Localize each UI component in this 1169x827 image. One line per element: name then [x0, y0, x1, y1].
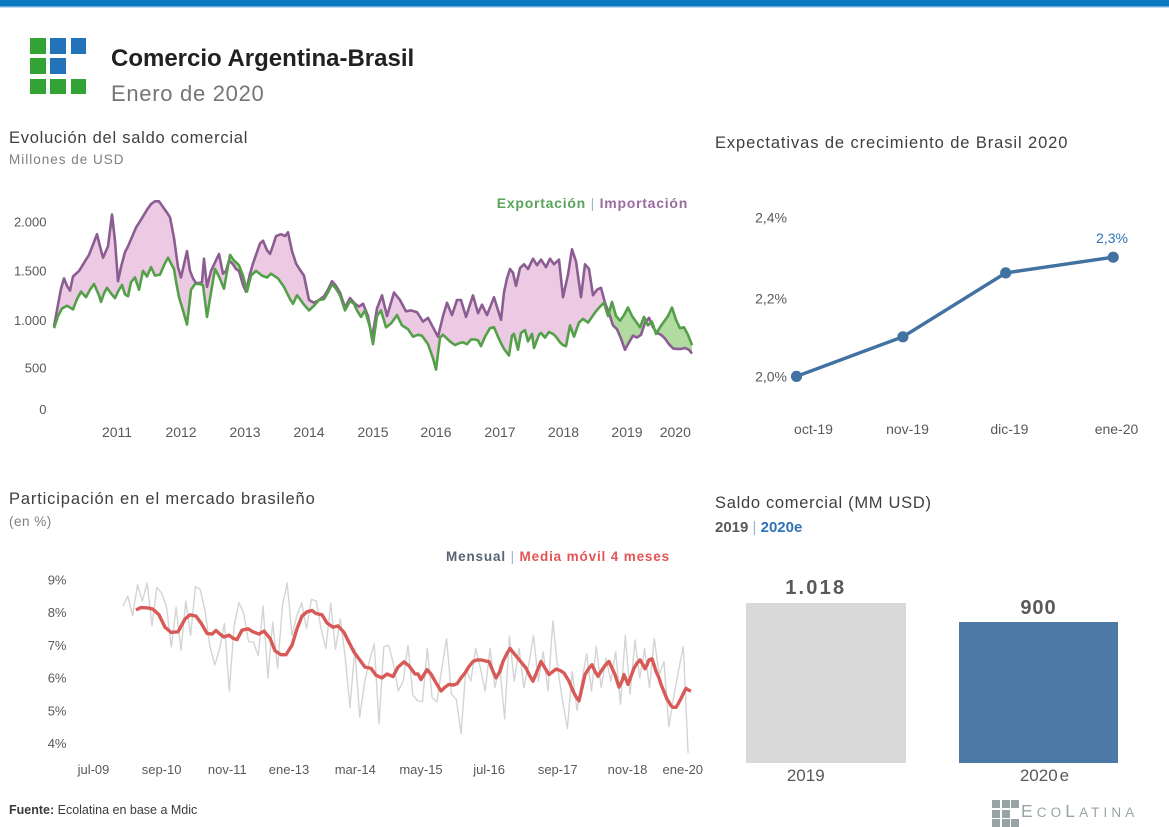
svg-text:mar-14: mar-14	[335, 762, 376, 777]
svg-text:2.000: 2.000	[14, 215, 47, 230]
svg-text:7%: 7%	[48, 638, 67, 653]
svg-text:ene-13: ene-13	[269, 762, 309, 777]
svg-text:2011: 2011	[102, 424, 132, 440]
svg-text:2017: 2017	[484, 424, 515, 440]
svg-text:2012: 2012	[165, 424, 196, 440]
svg-text:500: 500	[25, 361, 47, 376]
svg-text:jul-16: jul-16	[472, 762, 505, 777]
svg-text:9%: 9%	[48, 573, 67, 588]
svg-text:may-15: may-15	[399, 762, 442, 777]
svg-text:6%: 6%	[48, 671, 67, 686]
svg-text:2014: 2014	[293, 424, 324, 440]
svg-text:2015: 2015	[357, 424, 388, 440]
svg-text:2019: 2019	[611, 424, 642, 440]
svg-text:dic-19: dic-19	[990, 421, 1028, 437]
svg-text:sep-10: sep-10	[142, 762, 182, 777]
svg-text:oct-19: oct-19	[794, 421, 833, 437]
svg-text:0: 0	[39, 402, 46, 417]
svg-text:1.000: 1.000	[14, 313, 47, 328]
svg-text:2,3%: 2,3%	[1096, 230, 1128, 246]
svg-text:2,0%: 2,0%	[755, 368, 787, 384]
svg-text:2,2%: 2,2%	[755, 290, 787, 306]
svg-text:nov-19: nov-19	[886, 421, 929, 437]
svg-text:2018: 2018	[548, 424, 579, 440]
svg-text:2020: 2020	[660, 424, 691, 440]
svg-text:2016: 2016	[420, 424, 451, 440]
svg-text:nov-11: nov-11	[208, 762, 247, 777]
svg-text:1.500: 1.500	[14, 264, 47, 279]
svg-text:2,4%: 2,4%	[755, 210, 787, 226]
svg-text:jul-09: jul-09	[77, 762, 110, 777]
svg-text:8%: 8%	[48, 605, 67, 620]
svg-text:ene-20: ene-20	[1095, 421, 1139, 437]
svg-text:5%: 5%	[48, 703, 67, 718]
svg-text:2013: 2013	[229, 424, 260, 440]
svg-text:4%: 4%	[48, 736, 67, 751]
svg-text:sep-17: sep-17	[538, 762, 578, 777]
svg-text:nov-18: nov-18	[608, 762, 648, 777]
svg-text:ene-20: ene-20	[663, 762, 703, 777]
